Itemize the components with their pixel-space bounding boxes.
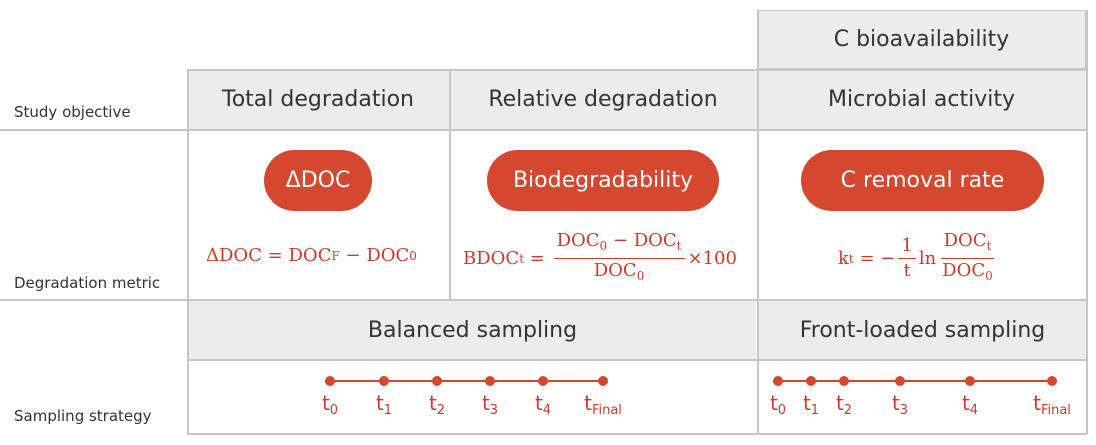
f3-denominator: DOC0	[939, 259, 996, 287]
f2-denominator: DOC0	[591, 259, 648, 287]
balanced-tick-label: t1	[375, 391, 393, 418]
c-bioavailability-label: C bioavailability	[833, 27, 1010, 52]
relative-degradation-label: Relative degradation	[488, 86, 718, 112]
balanced-point	[598, 376, 608, 386]
microbial-activity-label: Microbial activity	[828, 86, 1015, 112]
balanced-point	[432, 376, 442, 386]
balanced-tick-label: t2	[428, 391, 446, 418]
f1-b-sub: 0	[409, 248, 417, 263]
f3-lhs: k	[838, 248, 849, 269]
header-total-degradation: Total degradation	[187, 69, 449, 129]
grid-line	[187, 69, 189, 434]
header-microbial-activity: Microbial activity	[757, 69, 1086, 129]
grid-line	[1086, 10, 1088, 434]
grid-line	[0, 129, 1087, 131]
formula-delta-doc: ΔDOC = DOC F − DOC 0	[206, 245, 417, 266]
f2-times: ×100	[687, 248, 737, 269]
balanced-tick-label: t3	[481, 391, 499, 418]
row-label-sampling: Sampling strategy	[14, 407, 152, 425]
balanced-point	[538, 376, 548, 386]
f3-num: DOC	[943, 230, 987, 251]
f3-lhs-sub: t	[848, 251, 854, 266]
front-tick-label: t1	[802, 391, 820, 418]
f3-fraction: DOCt DOC0	[939, 230, 996, 287]
f3-den: DOC	[942, 260, 986, 281]
balanced-tick-label: t4	[534, 391, 552, 418]
c-bioavailability-header: C bioavailability	[757, 10, 1086, 69]
grid-line	[0, 299, 1087, 301]
row-label-metric: Degradation metric	[14, 274, 161, 292]
f3-eq: = −	[853, 248, 896, 269]
f3-ln: ln	[918, 248, 937, 269]
balanced-point	[379, 376, 389, 386]
balanced-point	[325, 376, 335, 386]
grid-line	[187, 69, 1087, 71]
metric-c-removal-rate: C removal rate	[801, 150, 1044, 211]
total-degradation-label: Total degradation	[222, 86, 414, 112]
grid-line	[449, 69, 451, 300]
header-relative-degradation: Relative degradation	[449, 69, 757, 129]
row-label-objective: Study objective	[14, 103, 131, 121]
grid-line	[187, 359, 1087, 361]
front-point	[773, 376, 783, 386]
front-point	[895, 376, 905, 386]
f2-lhs: BDOC	[463, 248, 520, 269]
metric-delta-doc: ΔDOC	[264, 150, 372, 211]
f2-eq: =	[524, 248, 551, 269]
balanced-point	[485, 376, 495, 386]
f3-one: 1	[898, 235, 916, 259]
f3-numerator: DOCt	[940, 230, 995, 259]
formula-bdoc: BDOC t = DOC0 − DOCt DOC0 ×100	[463, 230, 737, 287]
front-tick-label: tFinal	[1033, 391, 1071, 418]
balanced-tick-label: t0	[321, 391, 339, 418]
balanced-sampling-label: Balanced sampling	[367, 317, 578, 343]
f2-num-b-sub: t	[676, 239, 682, 253]
f2-num-a: DOC	[556, 230, 600, 251]
metric-biodegradability-label: Biodegradability	[512, 168, 694, 193]
f1-b: DOC	[366, 245, 410, 266]
f1-a: DOC	[288, 245, 332, 266]
f1-lhs: ΔDOC =	[206, 245, 283, 266]
metric-c-removal-rate-label: C removal rate	[840, 168, 1005, 193]
f2-fraction: DOC0 − DOCt DOC0	[553, 230, 685, 287]
front-point	[1047, 376, 1057, 386]
f2-lhs-sub: t	[519, 251, 525, 266]
front-point	[806, 376, 816, 386]
timeline-balanced	[325, 376, 608, 386]
front-point	[839, 376, 849, 386]
front-loaded-sampling-label: Front-loaded sampling	[799, 317, 1046, 343]
f1-a-sub: F	[331, 248, 340, 263]
timeline-front	[773, 376, 1057, 386]
f2-den-sub: 0	[636, 269, 645, 283]
metric-delta-doc-label: ΔDOC	[285, 168, 351, 193]
balanced-sampling-header: Balanced sampling	[189, 301, 756, 359]
front-tick-label: t3	[891, 391, 909, 418]
f1-minus: −	[339, 245, 367, 266]
front-tick-label: t0	[769, 391, 787, 418]
f2-num-minus: −	[607, 230, 634, 251]
front-tick-label: t2	[835, 391, 853, 418]
grid-line	[757, 10, 759, 434]
front-point	[965, 376, 975, 386]
f2-num-a-sub: 0	[599, 239, 608, 253]
balanced-tick-label: tFinal	[584, 391, 622, 418]
f3-den-sub: 0	[985, 269, 993, 283]
front-loaded-sampling-header: Front-loaded sampling	[759, 301, 1086, 359]
grid-line	[187, 433, 1087, 435]
f2-den: DOC	[593, 260, 637, 281]
metric-biodegradability: Biodegradability	[487, 150, 719, 211]
f2-numerator: DOC0 − DOCt	[553, 230, 685, 259]
f3-num-sub: t	[986, 239, 992, 253]
f2-num-b: DOC	[633, 230, 677, 251]
front-tick-label: t4	[961, 391, 979, 418]
f3-small-fraction: 1 t	[898, 235, 916, 282]
f3-t: t	[903, 260, 911, 281]
